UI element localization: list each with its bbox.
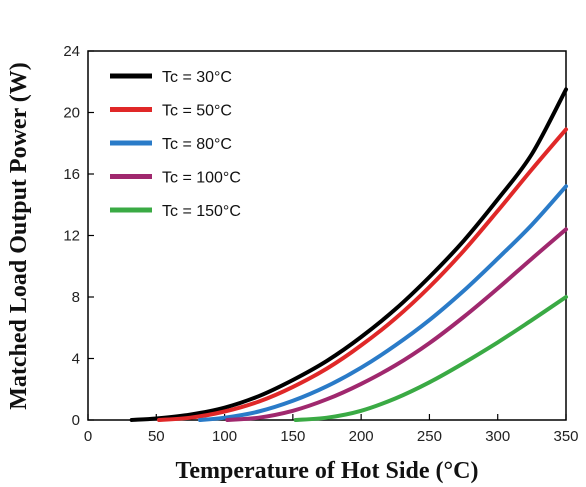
y-tick-label: 20 <box>63 105 80 122</box>
legend-entry: Tc = 100°C <box>162 170 241 187</box>
legend-entry: Tc = 30°C <box>162 69 232 86</box>
y-tick-label: 24 <box>63 43 80 60</box>
x-tick-label: 250 <box>417 428 442 445</box>
legend: Tc = 30°C Tc = 50°C Tc = 80°C Tc = 100°C Tc … <box>110 69 241 220</box>
x-tick-label: 100 <box>212 428 237 445</box>
y-tick-label: 16 <box>63 166 80 183</box>
series-line-4 <box>293 295 568 422</box>
legend-entry: Tc = 80°C <box>162 136 232 153</box>
x-tick-label: 300 <box>485 428 510 445</box>
series-line-3 <box>225 227 568 422</box>
x-tick-label: 200 <box>349 428 374 445</box>
y-tick-label: 8 <box>72 289 80 306</box>
x-tick-label: 350 <box>553 428 578 445</box>
x-tick-label: 0 <box>84 428 92 445</box>
series-line-1 <box>157 127 568 422</box>
x-axis-ticks: 0 50 100 150 200 250 300 350 <box>84 414 579 445</box>
y-tick-label: 4 <box>72 351 80 368</box>
x-tick-label: 50 <box>148 428 165 445</box>
y-axis-label: Matched Load Output Power (W) <box>6 62 32 410</box>
series-line-0 <box>129 87 568 422</box>
y-axis-ticks: 0 4 8 12 16 20 24 <box>63 43 94 429</box>
y-tick-label: 0 <box>72 412 80 429</box>
legend-entry: Tc = 150°C <box>162 203 241 220</box>
series-lines <box>129 87 568 422</box>
x-axis-label: Temperature of Hot Side (°C) <box>176 458 479 484</box>
plot-frame <box>87 50 567 421</box>
y-tick-label: 12 <box>63 228 80 245</box>
x-tick-label: 150 <box>280 428 305 445</box>
legend-entry: Tc = 50°C <box>162 103 232 120</box>
series-line-2 <box>198 184 568 422</box>
